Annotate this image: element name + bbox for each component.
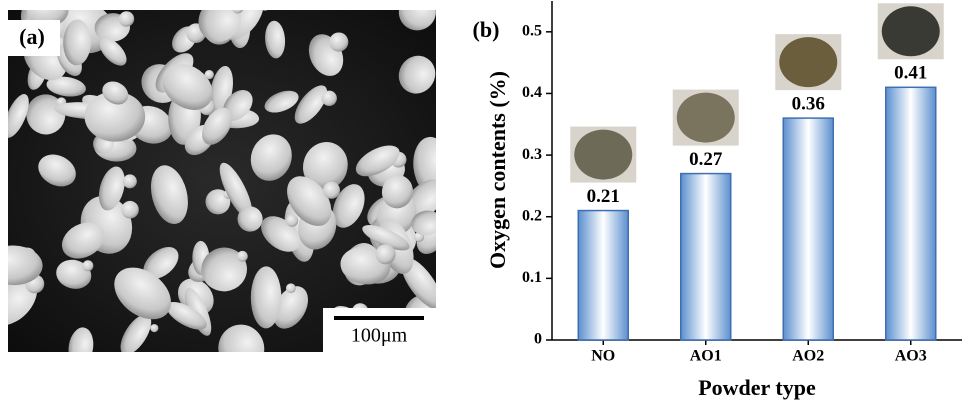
panel-label: (b) (473, 17, 500, 42)
powder-photo (574, 130, 632, 180)
value-label: 0.21 (587, 186, 620, 207)
bar (681, 174, 731, 340)
panel-label: (a) (19, 24, 45, 49)
particle (323, 182, 340, 199)
powder-photo (882, 6, 940, 56)
x-axis-title: Powder type (698, 375, 816, 400)
particle (286, 215, 298, 227)
particle (376, 244, 396, 264)
value-label: 0.36 (792, 93, 825, 114)
y-tick-label: 0 (534, 331, 542, 348)
particle (60, 0, 69, 5)
x-tick-label: NO (591, 348, 615, 365)
x-tick-label: AO2 (792, 348, 824, 365)
bar-chart: (b) Oxygen contents (%) Powder type 0 0.1… (473, 1, 962, 400)
y-tick-label: 0.5 (522, 22, 542, 39)
particle (437, 184, 451, 198)
bar (783, 118, 833, 340)
particle (251, 266, 282, 328)
powder-photo (779, 37, 837, 87)
bar (578, 211, 628, 340)
particle (205, 70, 214, 79)
particle (286, 283, 296, 293)
bar (886, 87, 936, 340)
x-tick-label: AO1 (690, 348, 722, 365)
particle (82, 260, 93, 271)
value-label: 0.27 (689, 149, 723, 170)
y-tick-label: 0.3 (522, 146, 542, 163)
particle (237, 251, 248, 262)
particle (322, 91, 337, 106)
x-tick-label: AO3 (895, 348, 927, 365)
figure: (a) 100μm (b) Oxygen contents (%) Powder… (0, 0, 964, 408)
y-tick-label: 0.4 (522, 84, 542, 101)
y-axis-title: Oxygen contents (%) (485, 71, 510, 269)
particle (232, 2, 244, 14)
particle (261, 2, 270, 11)
value-label: 0.41 (894, 63, 927, 84)
particle (123, 174, 137, 188)
powder-photo (677, 93, 735, 143)
particle (150, 324, 158, 332)
y-tick-label: 0.1 (522, 269, 542, 286)
particle (119, 11, 134, 26)
scale-bar-label: 100μm (351, 325, 408, 347)
y-tick-label: 0.2 (522, 207, 542, 224)
particle (329, 32, 348, 51)
particle (121, 201, 139, 219)
